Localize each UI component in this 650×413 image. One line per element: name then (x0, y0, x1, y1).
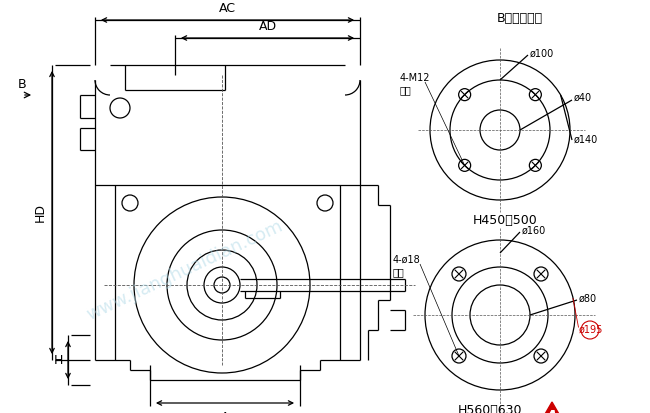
Text: B向法兰尺寸: B向法兰尺寸 (497, 12, 543, 25)
Text: ø140: ø140 (574, 135, 598, 145)
Text: ø160: ø160 (522, 226, 546, 236)
Text: AC: AC (219, 2, 236, 15)
Text: 均布: 均布 (400, 85, 411, 95)
Text: ø195: ø195 (579, 325, 603, 335)
Text: H450～500: H450～500 (473, 214, 538, 226)
Text: 4-M12: 4-M12 (400, 73, 430, 83)
Text: www.jianghuaidian.com: www.jianghuaidian.com (84, 216, 286, 323)
Text: B: B (18, 78, 26, 92)
Polygon shape (541, 402, 563, 413)
Text: 4-ø18: 4-ø18 (393, 255, 421, 265)
Text: ø100: ø100 (530, 49, 554, 59)
Text: A: A (546, 410, 558, 413)
Text: H: H (53, 354, 62, 366)
Text: A: A (221, 411, 229, 413)
Text: ø40: ø40 (574, 93, 592, 103)
Text: 均布: 均布 (393, 267, 405, 277)
Text: HD: HD (34, 203, 47, 222)
Text: H560～630: H560～630 (458, 404, 522, 413)
Text: ø80: ø80 (579, 294, 597, 304)
Text: AD: AD (259, 20, 276, 33)
